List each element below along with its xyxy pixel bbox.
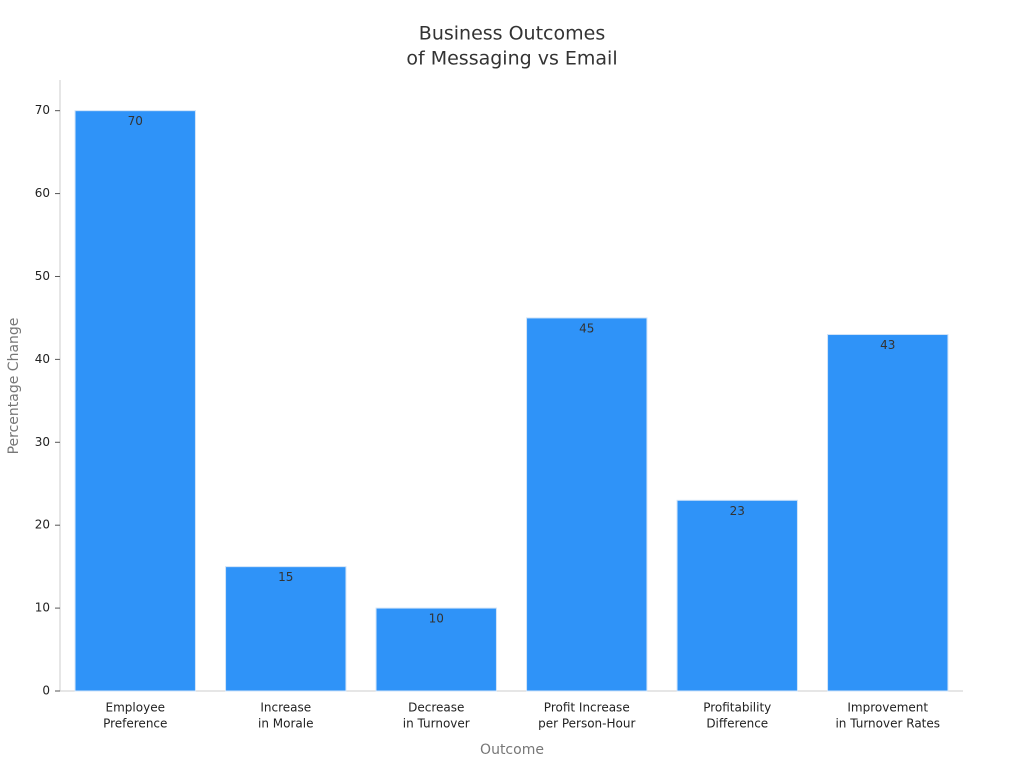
chart-title: of Messaging vs Email	[406, 48, 617, 70]
bar	[225, 566, 347, 692]
x-tick-label: Improvement	[847, 701, 928, 715]
x-tick-label: Preference	[103, 717, 167, 731]
value-label: 45	[579, 321, 594, 335]
x-tick-label: Increase	[260, 701, 311, 715]
y-tick-label: 10	[35, 601, 50, 615]
x-tick-label: in Morale	[258, 717, 313, 731]
bar	[74, 110, 196, 692]
bar	[526, 317, 648, 692]
x-tick-label: in Turnover Rates	[835, 717, 940, 731]
x-tick-label: per Person-Hour	[538, 717, 635, 731]
y-tick-label: 0	[42, 684, 50, 698]
x-axis-title: Outcome	[480, 742, 544, 758]
x-tick-label: Profit Increase	[544, 701, 630, 715]
x-tick-label: Difference	[706, 717, 768, 731]
bar	[676, 499, 798, 692]
bar	[375, 607, 497, 692]
value-label: 43	[880, 338, 895, 352]
y-tick-label: 70	[35, 103, 50, 117]
x-tick-label: Profitability	[703, 701, 771, 715]
y-tick-label: 40	[35, 352, 50, 366]
y-axis-title: Percentage Change	[6, 318, 22, 455]
chart-title: Business Outcomes	[419, 23, 605, 45]
value-label: 15	[278, 570, 293, 584]
y-tick-label: 50	[35, 269, 50, 283]
value-label: 70	[128, 114, 143, 128]
y-tick-label: 30	[35, 435, 50, 449]
x-tick-label: Employee	[106, 701, 165, 715]
x-tick-label: Decrease	[408, 701, 464, 715]
y-tick-label: 20	[35, 518, 50, 532]
bar	[827, 334, 949, 692]
y-tick-label: 60	[35, 186, 50, 200]
value-label: 10	[429, 612, 444, 626]
x-tick-label: in Turnover	[403, 717, 470, 731]
value-label: 23	[730, 504, 745, 518]
